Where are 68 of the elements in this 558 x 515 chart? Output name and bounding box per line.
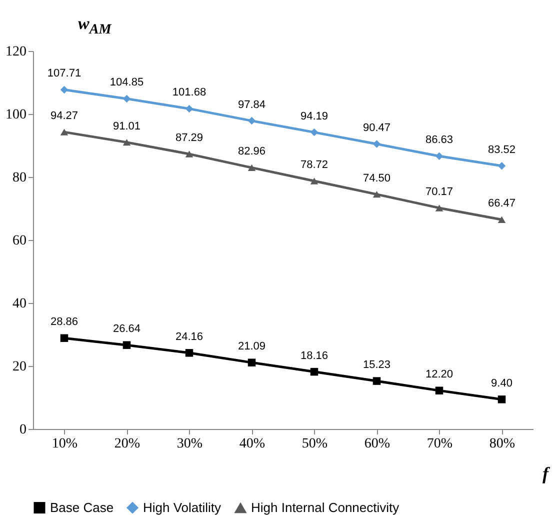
data-label: 26.64 — [112, 323, 141, 336]
x-tick-label: 50% — [302, 436, 328, 452]
y-tick-label: 20 — [12, 360, 26, 374]
point — [498, 162, 506, 170]
data-label: 107.71 — [47, 68, 82, 80]
point — [60, 128, 68, 136]
data-label: 70.17 — [425, 186, 454, 198]
data-label: 15.23 — [362, 359, 391, 372]
y-tick-label: 40 — [12, 296, 26, 312]
legend-label: High Internal Connectivity — [251, 500, 400, 515]
x-axis-title: f — [542, 464, 550, 484]
point — [435, 152, 444, 160]
y-tick-label: 120 — [6, 44, 26, 60]
point — [248, 116, 256, 125]
point — [310, 128, 318, 136]
y-tick-label: 0 — [20, 422, 26, 438]
data-label: 91.01 — [112, 120, 141, 132]
data-label: 86.63 — [425, 134, 454, 146]
point — [122, 94, 131, 103]
data-label: 101.68 — [172, 86, 206, 99]
y-tick-label: 100 — [6, 108, 26, 122]
data-label: 28.86 — [50, 316, 78, 328]
point — [310, 368, 318, 376]
legend-label: High Volatility — [143, 500, 222, 515]
data-label: 94.27 — [50, 110, 78, 122]
point — [248, 164, 256, 172]
data-label: 82.96 — [238, 146, 266, 158]
point — [185, 150, 194, 158]
data-label: 66.47 — [488, 198, 516, 210]
x-tick-label: 30% — [176, 436, 203, 452]
point — [435, 386, 444, 394]
point — [498, 216, 506, 223]
point — [122, 138, 131, 146]
point — [310, 178, 318, 184]
data-label: 21.09 — [238, 340, 266, 353]
point — [60, 334, 68, 342]
data-label: 12.20 — [425, 368, 454, 381]
x-tick-label: 60% — [364, 436, 390, 452]
point — [372, 140, 381, 148]
point — [372, 377, 381, 385]
point — [60, 86, 68, 94]
data-label: 24.16 — [175, 330, 204, 343]
data-label: 9.40 — [491, 377, 512, 390]
data-label: 97.84 — [238, 98, 266, 111]
data-label: 104.85 — [110, 76, 144, 89]
point — [185, 349, 194, 357]
x-tick-label: 10% — [52, 436, 78, 452]
x-tick-label: 40% — [239, 436, 266, 452]
legend-label: Base Case — [50, 500, 114, 515]
data-label: 87.29 — [175, 132, 204, 144]
data-label: 94.19 — [300, 110, 328, 122]
x-tick-label: 20% — [114, 436, 140, 452]
point — [435, 204, 444, 212]
y-axis-title: w$_{AM}$ — [78, 14, 112, 38]
x-tick-label: 80% — [489, 436, 516, 452]
point — [248, 358, 256, 366]
data-label: 78.72 — [300, 159, 328, 172]
data-label: 83.52 — [488, 144, 516, 156]
data-label: 18.16 — [300, 350, 328, 362]
point — [185, 104, 194, 113]
data-label: 90.47 — [362, 122, 391, 134]
data-label: 74.50 — [362, 172, 391, 184]
y-tick-label: 60 — [12, 234, 26, 248]
point — [372, 190, 381, 198]
point — [498, 396, 506, 404]
y-tick-label: 80 — [12, 170, 26, 186]
x-tick-label: 70% — [426, 436, 453, 452]
point — [122, 341, 131, 349]
